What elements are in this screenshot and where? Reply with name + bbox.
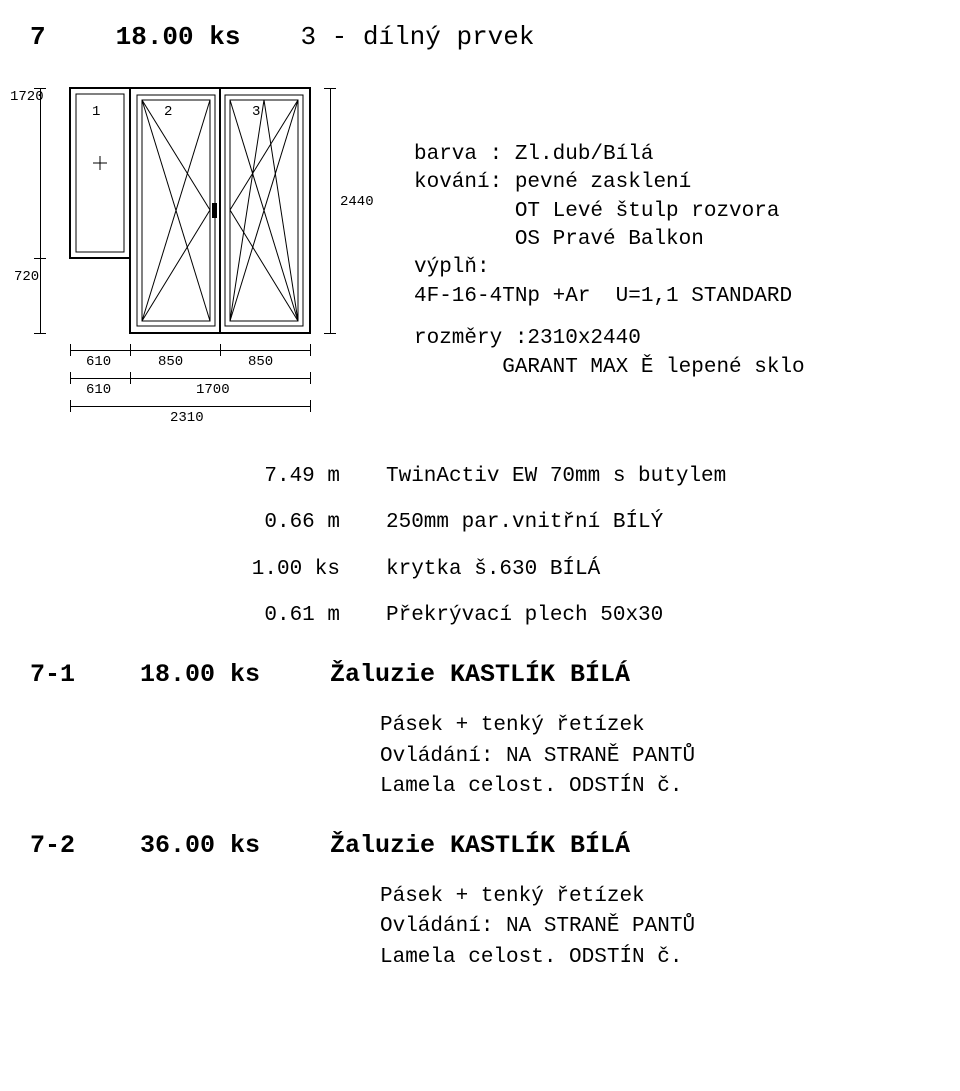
subitem-pos: 7-2 [30, 829, 90, 863]
spec-column: barva : Zl.dub/Bílá kování: pevné zaskle… [414, 83, 930, 423]
spec-hardware-2: OT Levé štulp rozvora [414, 198, 930, 226]
subitem-title: Žaluzie KASTLÍK BÍLÁ [330, 658, 630, 692]
subitem-line: Ovládání: NA STRANĚ PANTŮ [380, 743, 930, 771]
material-qty: 7.49 m [230, 463, 340, 491]
subitem-title: Žaluzie KASTLÍK BÍLÁ [330, 829, 630, 863]
subitem-pos: 7-1 [30, 658, 90, 692]
pane-label-2: 2 [164, 103, 172, 122]
spec-color: barva : Zl.dub/Bílá [414, 141, 930, 169]
material-row: 0.61 m Překrývací plech 50x30 [230, 602, 930, 630]
main-row: 1720 720 2440 [30, 83, 930, 423]
subitem-line: Pásek + tenký řetízek [380, 712, 930, 740]
material-row: 0.66 m 250mm par.vnitřní BÍLÝ [230, 509, 930, 537]
spec-hardware-3: OS Pravé Balkon [414, 226, 930, 254]
subitem-line: Pásek + tenký řetízek [380, 883, 930, 911]
window-drawing: 1720 720 2440 [30, 83, 390, 423]
subitem-7-1: 7-1 18.00 ks Žaluzie KASTLÍK BÍLÁ Pásek … [30, 658, 930, 801]
material-qty: 0.61 m [230, 602, 340, 630]
dim-b3: 2310 [170, 409, 204, 428]
spec-fill-value: 4F-16-4TNp +Ar U=1,1 STANDARD [414, 283, 930, 311]
dim-b1-1: 610 [86, 353, 111, 372]
subitem-qty: 18.00 ks [140, 658, 280, 692]
material-desc: krytka š.630 BÍLÁ [386, 556, 930, 584]
subitem-line: Lamela celost. ODSTÍN č. [380, 773, 930, 801]
dim-b2-1: 610 [86, 381, 111, 400]
material-qty: 0.66 m [230, 509, 340, 537]
material-row: 1.00 ks krytka š.630 BÍLÁ [230, 556, 930, 584]
spec-dims: rozměry :2310x2440 [414, 325, 930, 353]
pane-label-3: 3 [252, 103, 260, 122]
spec-fill-label: výplň: [414, 254, 930, 282]
position-number: 7 [30, 20, 46, 55]
subitem-line: Lamela celost. ODSTÍN č. [380, 944, 930, 972]
materials-table: 7.49 m TwinActiv EW 70mm s butylem 0.66 … [230, 463, 930, 630]
drawing-column: 1720 720 2440 [30, 83, 390, 423]
material-row: 7.49 m TwinActiv EW 70mm s butylem [230, 463, 930, 491]
item-title: 3 - dílný prvek [300, 20, 534, 55]
subitem-7-2: 7-2 36.00 ks Žaluzie KASTLÍK BÍLÁ Pásek … [30, 829, 930, 972]
dim-b1-2: 850 [158, 353, 183, 372]
quantity: 18.00 ks [116, 20, 241, 55]
material-desc: 250mm par.vnitřní BÍLÝ [386, 509, 930, 537]
pane-label-1: 1 [92, 103, 100, 122]
dim-b1-3: 850 [248, 353, 273, 372]
subitem-body: Pásek + tenký řetízek Ovládání: NA STRAN… [380, 883, 930, 972]
dim-b2-2: 1700 [196, 381, 230, 400]
subitem-qty: 36.00 ks [140, 829, 280, 863]
material-desc: Překrývací plech 50x30 [386, 602, 930, 630]
subitem-line: Ovládání: NA STRANĚ PANTŮ [380, 913, 930, 941]
header-row: 7 18.00 ks 3 - dílný prvek [30, 20, 930, 55]
spec-glass: GARANT MAX Ě lepené sklo [414, 354, 930, 382]
window-svg [30, 83, 390, 343]
material-desc: TwinActiv EW 70mm s butylem [386, 463, 930, 491]
material-qty: 1.00 ks [230, 556, 340, 584]
spec-hardware-1: kování: pevné zasklení [414, 169, 930, 197]
subitem-body: Pásek + tenký řetízek Ovládání: NA STRAN… [380, 712, 930, 801]
